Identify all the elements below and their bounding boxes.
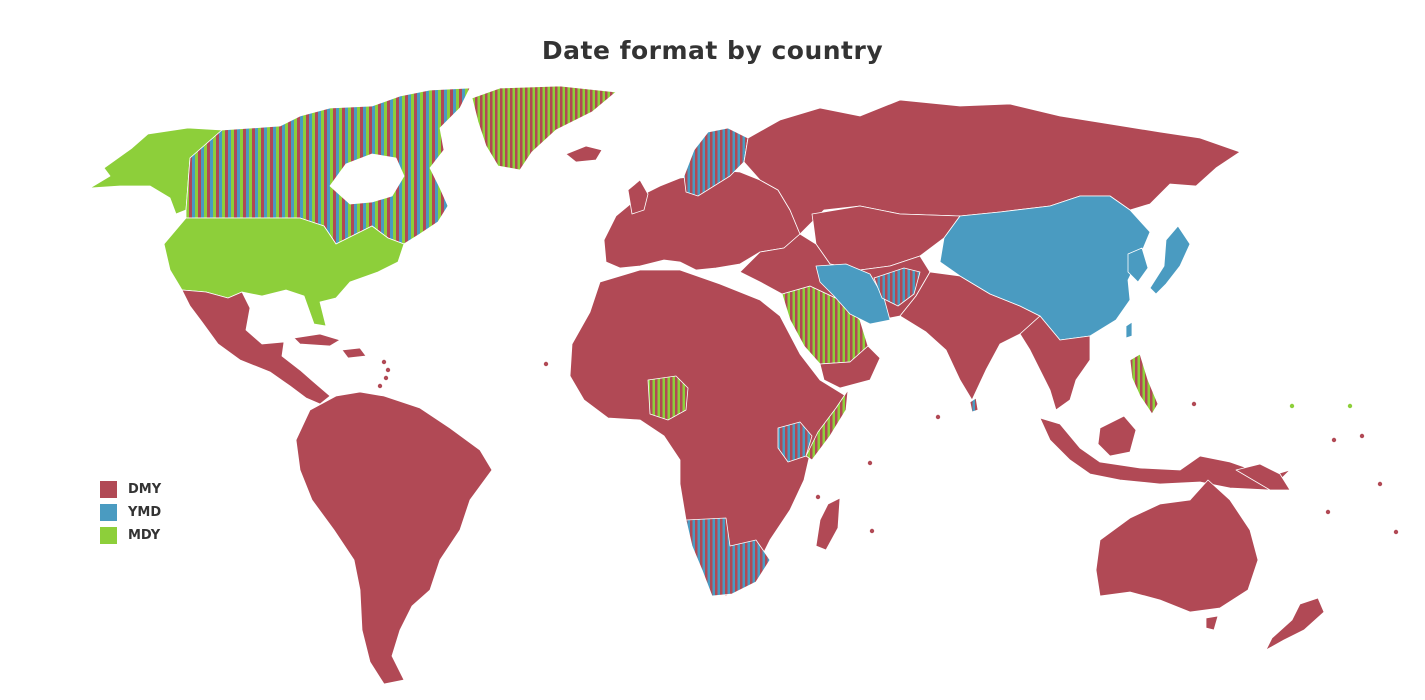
region-southeast-asia [1019, 315, 1091, 411]
region-mexico-central-america [181, 289, 331, 405]
island-dot [869, 528, 875, 534]
island-dot [1325, 509, 1331, 515]
legend-label-dmy: DMY [128, 482, 162, 497]
island-dot [385, 367, 391, 373]
island-dot [935, 414, 941, 420]
legend-label-ymd: YMD [128, 505, 162, 520]
legend-item-mdy: MDY [100, 524, 161, 547]
legend-item-dmy: DMY [100, 478, 161, 501]
region-iceland [565, 145, 603, 163]
region-greenland [471, 85, 617, 171]
island-dot [1289, 403, 1295, 409]
island-dot [543, 361, 549, 367]
island-dot [1347, 403, 1353, 409]
legend-swatch-ymd [100, 504, 117, 521]
island-dots [377, 359, 1399, 535]
island-dot [383, 375, 389, 381]
region-nigeria [647, 375, 689, 421]
landmasses [89, 85, 1325, 685]
island-dot [1191, 401, 1197, 407]
region-kenya [777, 421, 813, 463]
region-borneo [1097, 415, 1137, 457]
region-iran [815, 263, 891, 325]
region-new-zealand [1265, 597, 1325, 651]
island-dot [1331, 437, 1337, 443]
legend: DMY YMD MDY [100, 478, 161, 547]
region-tasmania [1205, 615, 1219, 631]
region-taiwan [1125, 321, 1133, 339]
island-dot [381, 359, 387, 365]
region-caribbean [293, 333, 341, 347]
region-australia [1095, 479, 1259, 613]
region-madagascar [815, 497, 841, 551]
legend-swatch-mdy [100, 527, 117, 544]
island-dot [377, 383, 383, 389]
legend-label-mdy: MDY [128, 528, 161, 543]
region-southern-africa [685, 517, 771, 597]
region-japan [1149, 225, 1191, 295]
island-dot [815, 494, 821, 500]
region-hispaniola [341, 347, 367, 359]
region-korea [1127, 247, 1149, 283]
region-papua [1235, 463, 1291, 491]
region-philippines [1129, 353, 1159, 415]
legend-item-ymd: YMD [100, 501, 161, 524]
region-china-mongolia [939, 195, 1151, 341]
region-sri-lanka [969, 397, 979, 413]
hudson-bay [329, 153, 405, 205]
island-dot [867, 460, 873, 466]
region-somalia [805, 389, 849, 461]
island-dot [1359, 433, 1365, 439]
region-central-asia [811, 205, 961, 271]
region-south-america [295, 391, 493, 685]
map-title: Date format by country [541, 36, 884, 65]
region-british-isles [627, 179, 649, 215]
region-afghanistan [873, 267, 921, 307]
region-indonesia [1039, 417, 1291, 491]
region-yemen-oman [819, 345, 881, 389]
island-dot [1377, 481, 1383, 487]
legend-swatch-dmy [100, 481, 117, 498]
island-dot [1393, 529, 1399, 535]
